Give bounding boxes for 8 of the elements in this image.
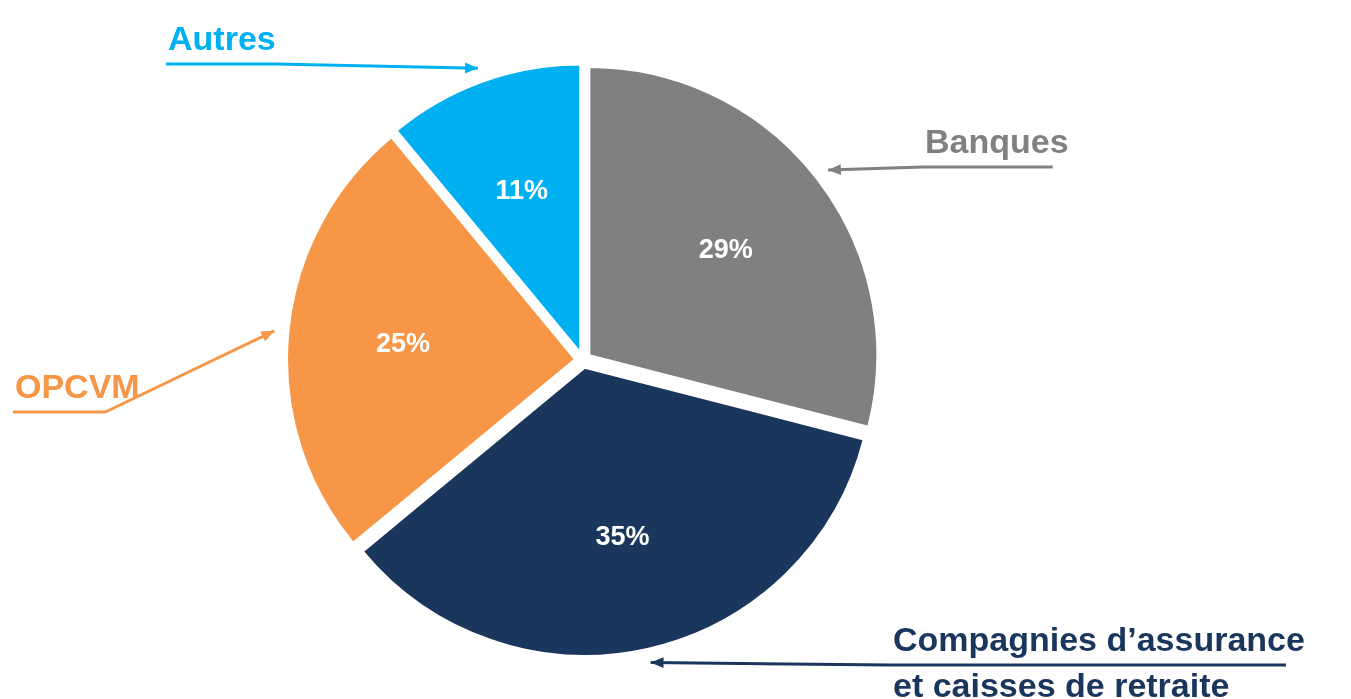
data-label: 29% xyxy=(698,234,753,265)
data-label: 25% xyxy=(375,327,431,358)
data-label: 11% xyxy=(495,174,549,205)
data-label: 35% xyxy=(595,521,650,552)
slice-label: Banques xyxy=(925,122,1069,160)
slice-label: Compagnies d’assurance et caisses de retraite xyxy=(893,620,1305,699)
slice-label: OPCVM xyxy=(15,367,140,405)
slice-label: Autres xyxy=(168,19,276,57)
